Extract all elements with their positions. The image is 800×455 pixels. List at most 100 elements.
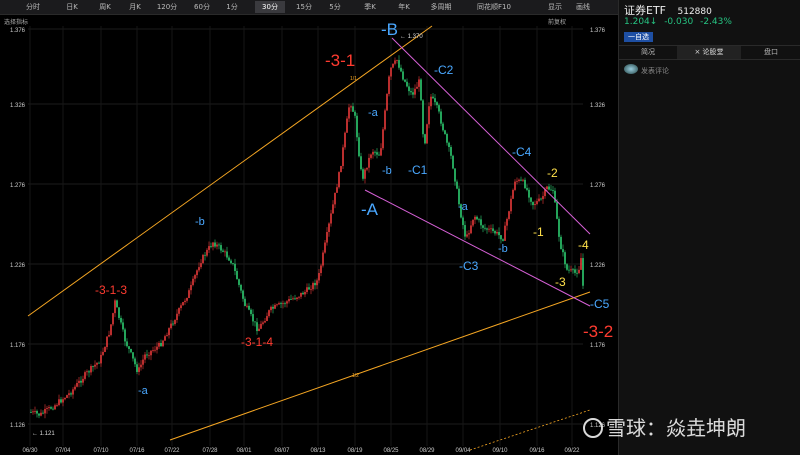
candle-body (132, 352, 134, 359)
candle-body (30, 412, 32, 413)
candle-body (188, 290, 190, 299)
x-tick: 07/28 (202, 448, 218, 454)
candle-body (318, 273, 320, 281)
candle-body (162, 340, 164, 347)
y-tick-left: 1.226 (10, 263, 26, 269)
toolbar-right-1[interactable]: 画线 (576, 3, 590, 11)
candle-body (100, 354, 102, 364)
period-tab-1[interactable]: 日K (66, 3, 78, 11)
indicator-select[interactable]: 选择指标 (4, 19, 29, 26)
x-tick: 08/07 (274, 448, 290, 454)
watchlist-button[interactable]: 一自选 (624, 32, 653, 42)
candle-body (66, 395, 68, 398)
candle-body (490, 228, 492, 230)
candle-body (576, 272, 578, 274)
period-tab-13[interactable]: 同花顺F10 (477, 3, 511, 11)
candle-body (354, 111, 356, 116)
candle-body (368, 157, 370, 168)
candle-body (474, 216, 476, 220)
x-tick: 08/13 (310, 448, 326, 454)
tab-orderbook[interactable]: 盘口 (764, 48, 778, 56)
period-tab-8[interactable]: 15分 (296, 3, 312, 11)
candle-body (310, 289, 312, 291)
wave-label: -A (361, 200, 379, 219)
tab-overview[interactable]: 简况 (641, 48, 655, 56)
wave-label: -3 (555, 275, 566, 289)
candle-body (72, 389, 74, 395)
x-tick: 09/04 (455, 448, 471, 454)
candle-body (346, 118, 348, 133)
candle-body (108, 334, 110, 337)
candle-body (480, 219, 482, 226)
candle-body (74, 386, 76, 390)
candle-body (530, 197, 532, 202)
candle-body (204, 254, 206, 256)
candle-body (232, 263, 234, 264)
candle-body (106, 336, 108, 347)
period-tab-5[interactable]: 60分 (194, 3, 210, 11)
candle-body (370, 154, 372, 158)
candle-body (166, 335, 168, 337)
x-tick: 07/10 (93, 448, 109, 454)
candle-body (434, 98, 436, 103)
candle-body (478, 219, 480, 221)
period-tab-2[interactable]: 周K (99, 3, 111, 11)
candlestick-chart[interactable]: 1.376 1.376 1.326 1.326 1.276 1.276 1.226 1.226… (0, 0, 618, 455)
channel-line-lower (364, 189, 591, 307)
candle-body (56, 405, 58, 406)
candle-body (196, 270, 198, 276)
candle-body (128, 346, 130, 350)
candle-body (278, 303, 280, 305)
candle-body (200, 263, 202, 268)
candle-body (476, 216, 478, 220)
candle-body (180, 305, 182, 309)
candle-body (260, 323, 262, 329)
candle-body (78, 380, 80, 384)
candle-body (96, 362, 98, 365)
candle-body (502, 239, 504, 241)
indicator-bar: 选择指标 前复权 (0, 15, 618, 26)
candle-body (326, 232, 328, 243)
candle-body (84, 372, 86, 379)
candle-body (386, 93, 388, 111)
candle-body (452, 155, 454, 169)
candle-body (574, 269, 576, 273)
period-tab-7[interactable]: 30分 (255, 1, 285, 13)
candle-body (488, 228, 490, 230)
period-tab-4[interactable]: 120分 (156, 3, 178, 11)
candle-body (36, 410, 38, 414)
tab-forum[interactable]: × 论股堂 (677, 46, 741, 59)
fib-label: 1/1 (350, 76, 357, 82)
candle-body (418, 79, 420, 87)
candle-body (428, 106, 430, 125)
candle-body (88, 371, 90, 373)
period-tab-12[interactable]: 多周期 (430, 3, 452, 11)
candle-body (536, 201, 538, 205)
period-tab-0[interactable]: 分时 (26, 3, 40, 11)
candle-body (110, 324, 112, 335)
wave-label: -4 (578, 238, 589, 252)
candle-body (208, 246, 210, 250)
candle-body (250, 309, 252, 315)
toolbar-right-0[interactable]: 显示 (548, 3, 562, 11)
candle-body (332, 204, 334, 214)
candle-body (222, 250, 224, 252)
candle-body (230, 260, 232, 264)
candle-body (256, 322, 258, 332)
y-tick-left: 1.176 (10, 343, 26, 349)
wave-label: -C2 (434, 63, 454, 77)
period-tab-6[interactable]: 1分 (226, 3, 238, 11)
post-comment-link[interactable]: 发表评论 (641, 67, 669, 75)
period-tab-9[interactable]: 5分 (329, 3, 341, 11)
period-tab-3[interactable]: 月K (129, 3, 141, 11)
period-tab-10[interactable]: 季K (364, 3, 376, 11)
candle-body (382, 129, 384, 149)
period-tab-11[interactable]: 年K (398, 3, 410, 11)
candle-body (432, 96, 434, 99)
candle-body (266, 316, 268, 322)
adjust-select[interactable]: 前复权 (548, 19, 567, 26)
candle-body (374, 151, 376, 153)
trend-line-upper (27, 25, 433, 317)
candle-body (252, 314, 254, 322)
candle-body (340, 165, 342, 173)
